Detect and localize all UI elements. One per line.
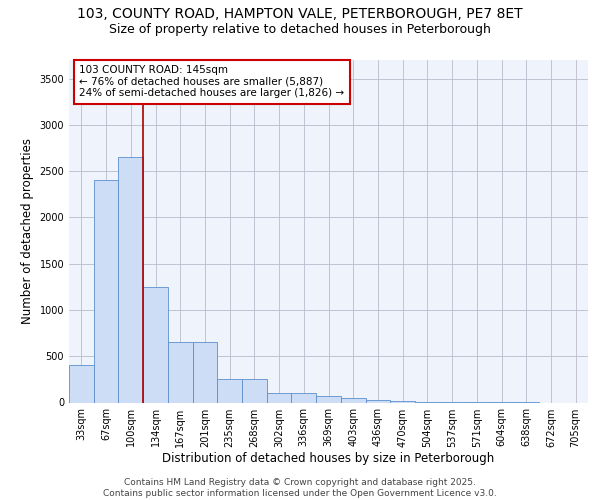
Bar bbox=[94, 180, 118, 402]
Bar bbox=[118, 157, 143, 402]
Bar bbox=[217, 380, 242, 402]
Text: 103, COUNTY ROAD, HAMPTON VALE, PETERBOROUGH, PE7 8ET: 103, COUNTY ROAD, HAMPTON VALE, PETERBOR… bbox=[77, 8, 523, 22]
Text: Contains HM Land Registry data © Crown copyright and database right 2025.
Contai: Contains HM Land Registry data © Crown c… bbox=[103, 478, 497, 498]
Text: 103 COUNTY ROAD: 145sqm
← 76% of detached houses are smaller (5,887)
24% of semi: 103 COUNTY ROAD: 145sqm ← 76% of detache… bbox=[79, 65, 344, 98]
Y-axis label: Number of detached properties: Number of detached properties bbox=[21, 138, 34, 324]
Bar bbox=[390, 401, 415, 402]
Bar bbox=[242, 380, 267, 402]
Bar bbox=[267, 393, 292, 402]
Text: Size of property relative to detached houses in Peterborough: Size of property relative to detached ho… bbox=[109, 22, 491, 36]
Bar bbox=[168, 342, 193, 402]
Bar bbox=[365, 400, 390, 402]
X-axis label: Distribution of detached houses by size in Peterborough: Distribution of detached houses by size … bbox=[163, 452, 494, 466]
Bar bbox=[341, 398, 365, 402]
Bar bbox=[316, 396, 341, 402]
Bar bbox=[193, 342, 217, 402]
Bar bbox=[69, 366, 94, 403]
Bar bbox=[292, 393, 316, 402]
Bar bbox=[143, 287, 168, 403]
